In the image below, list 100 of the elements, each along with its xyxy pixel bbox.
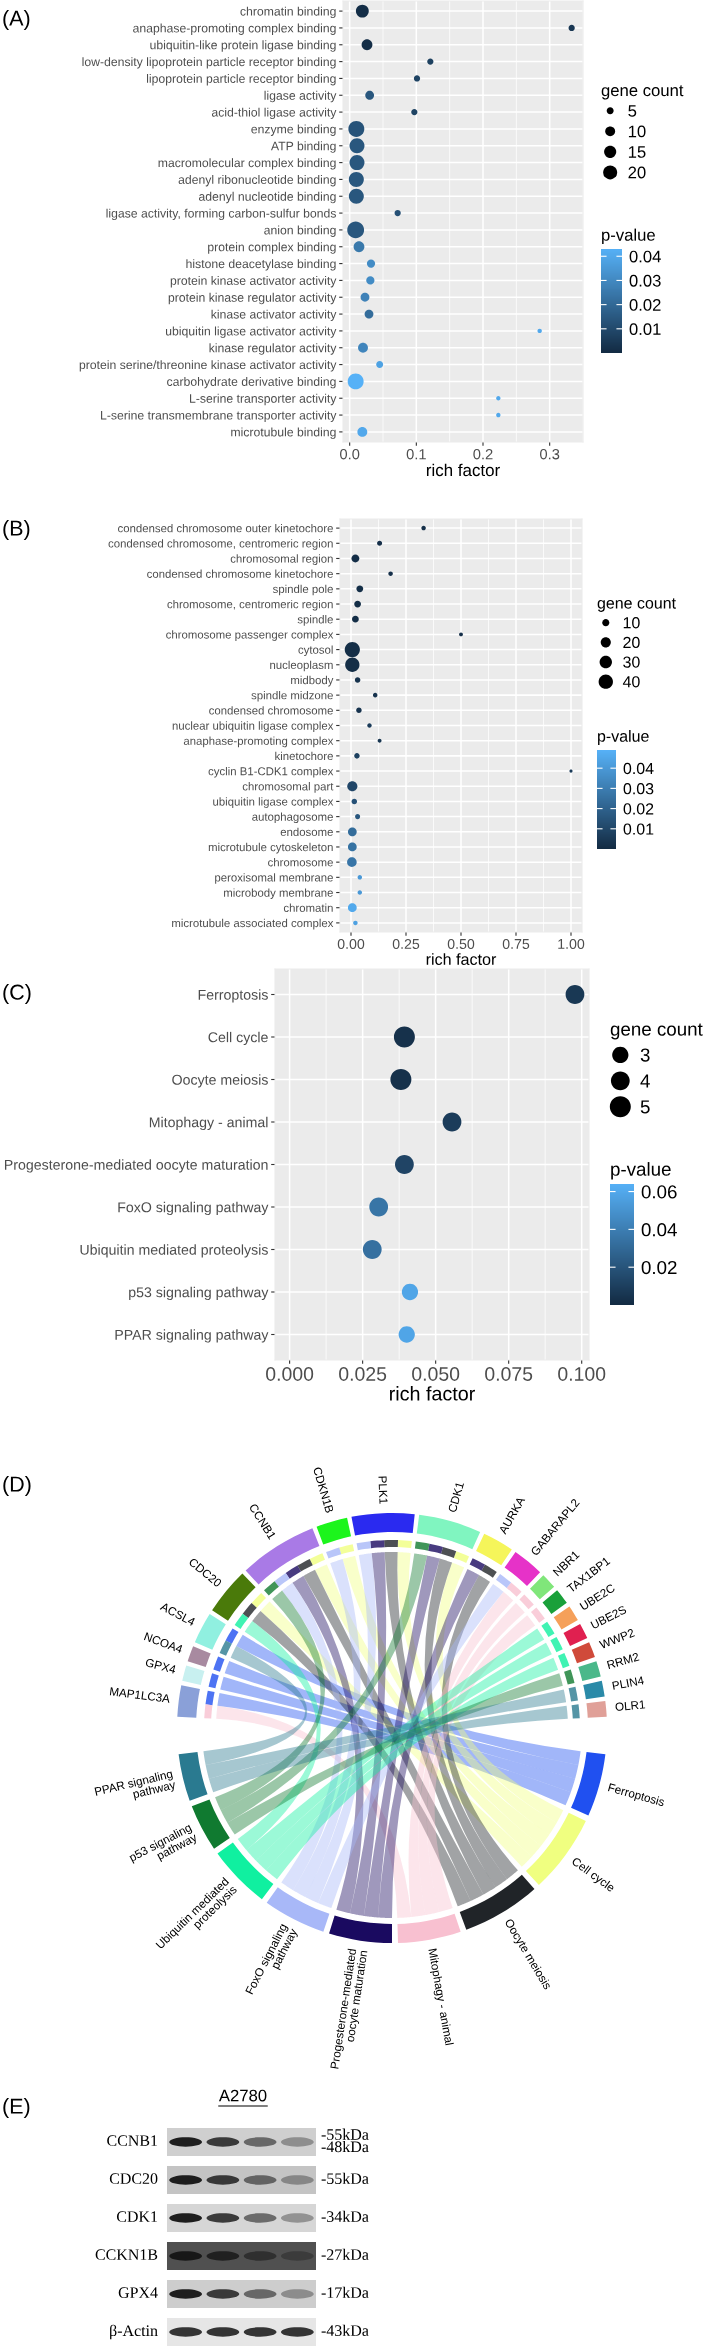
category-label: -55kDa -48kDa — [321, 2128, 369, 2153]
y-tick-label: microbody membrane — [224, 888, 333, 900]
y-tick-label: condensed chromosome — [209, 706, 333, 715]
legend-label: 15 — [628, 146, 646, 158]
category-label: CDK1 — [447, 1481, 465, 1513]
y-tick-label: enzyme binding — [251, 124, 336, 136]
color-bar-label: 0.01 — [623, 823, 654, 835]
legend-label: 5 — [640, 1100, 650, 1114]
text: (A) — [3, 9, 30, 31]
y-tick-label: PPAR signaling pathway — [115, 1329, 269, 1343]
y-tick-label: Ubiquitin mediated proteolysis — [80, 1244, 268, 1258]
legend-label: 20 — [623, 636, 640, 649]
category-label: -34kDa — [321, 2210, 369, 2222]
y-tick-label: Oocyte meiosis — [172, 1074, 268, 1088]
y-tick-label: ligase activity — [264, 90, 337, 103]
x-tick-label: 0.100 — [558, 1367, 606, 1381]
color-bar-label: 0.02 — [641, 1260, 677, 1275]
x-axis-title: rich factor — [426, 463, 500, 477]
x-tick-label: 0.25 — [392, 938, 420, 949]
x-tick-label: 0.0 — [340, 448, 360, 460]
x-tick-label: 0.050 — [412, 1367, 460, 1381]
text: (D) — [3, 1475, 31, 1497]
y-tick-label: nucleoplasm — [270, 660, 333, 672]
y-tick-label: L-serine transmembrane transporter activity — [101, 410, 337, 423]
text: (C) — [3, 983, 31, 1005]
x-tick-label: 1.00 — [558, 938, 585, 949]
y-tick-label: kinase activator activity — [211, 309, 337, 322]
y-tick-label: ubiquitin ligase complex — [213, 797, 334, 808]
y-tick-label: spindle — [297, 615, 333, 626]
y-tick-label: microtubule associated complex — [172, 918, 334, 930]
category-label: PLIN4 — [612, 1676, 645, 1690]
x-axis-title: rich factor — [426, 953, 497, 966]
y-tick-label: adenyl ribonucleotide binding — [178, 174, 336, 187]
category-label: CDK1 — [116, 2211, 158, 2222]
y-tick-label: lipoprotein particle receptor binding — [147, 74, 336, 86]
y-tick-label: anaphase-promoting complex — [183, 736, 334, 748]
y-tick-label: midbody — [291, 675, 334, 687]
color-bar-title: p-value — [611, 1162, 671, 1180]
color-bar-label: 0.01 — [629, 323, 661, 336]
category-label: Cell cycle — [569, 1856, 616, 1895]
category-label: β-Actin — [110, 2324, 158, 2340]
text: (E) — [3, 2097, 30, 2119]
legend-label: 10 — [628, 125, 646, 138]
x-tick-label: 0.3 — [540, 448, 560, 460]
category-label: -17kDa — [321, 2286, 369, 2298]
y-tick-label: Mitophagy - animal — [149, 1116, 268, 1131]
color-bar-label: 0.04 — [623, 762, 654, 775]
category-label: CDKN1B — [313, 1466, 334, 1514]
y-tick-label: chromosomal region — [230, 554, 333, 565]
y-tick-label: condensed chromosome outer kinetochore — [118, 523, 333, 533]
y-tick-label: autophagosome — [252, 812, 333, 824]
y-tick-label: Progesterone-mediated oocyte maturation — [4, 1159, 268, 1173]
x-axis-title: rich factor — [390, 1386, 475, 1401]
y-tick-label: anion binding — [264, 225, 336, 237]
y-tick-label: Cell cycle — [208, 1031, 268, 1046]
legend-title: gene count — [597, 598, 676, 612]
y-tick-label: chromatin binding — [240, 6, 336, 19]
y-tick-label: chromosome — [268, 858, 333, 867]
y-tick-label: protein serine/threonine kinase activator activity — [79, 360, 337, 372]
category-label: RRM2 — [606, 1652, 640, 1669]
x-tick-label: 0.000 — [266, 1367, 314, 1381]
x-tick-label: 0.75 — [502, 938, 530, 949]
legend-label: 4 — [640, 1074, 650, 1088]
y-tick-label: cyclin B1-CDK1 complex — [208, 766, 334, 778]
category-label: -27kDa — [321, 2248, 369, 2260]
y-tick-label: protein complex binding — [208, 242, 336, 254]
x-tick-label: 0.1 — [406, 448, 426, 460]
y-tick-label: low-density lipoprotein particle receptor binding — [82, 57, 336, 69]
category-label: Mitophagy - animal — [426, 1948, 454, 2046]
y-tick-label: Ferroptosis — [198, 989, 268, 1003]
y-tick-label: L-serine transporter activity — [190, 393, 337, 406]
y-tick-label: microtubule binding — [231, 427, 336, 439]
color-bar-label: 0.03 — [629, 274, 661, 287]
x-tick-label: 0.075 — [485, 1367, 533, 1381]
y-tick-label: endosome — [280, 827, 333, 837]
y-tick-label: macromolecular complex binding — [158, 158, 336, 170]
x-tick-label: 0.2 — [473, 448, 493, 460]
y-tick-label: anaphase-promoting complex binding — [133, 23, 336, 35]
legend-title: gene count — [601, 85, 684, 100]
color-bar-title: p-value — [602, 228, 655, 245]
y-tick-label: acid-thiol ligase activity — [211, 107, 337, 120]
y-tick-label: cytosol — [298, 645, 333, 657]
y-tick-label: chromatin — [283, 903, 333, 912]
y-tick-label: spindle pole — [272, 584, 333, 596]
y-tick-label: ATP binding — [270, 141, 336, 153]
legend-label: 10 — [623, 617, 640, 629]
y-tick-label: condensed chromosome, centromeric region — [108, 539, 333, 550]
category-label: -55kDa — [321, 2172, 369, 2184]
legend-label: 20 — [628, 166, 646, 179]
category-label: CCNB1 — [107, 2135, 158, 2146]
y-tick-label: microtubule cytoskeleton — [208, 842, 333, 854]
legend-label: 30 — [623, 656, 640, 668]
category-label: GPX4 — [118, 2287, 158, 2298]
category-label: CCKN1B — [95, 2249, 158, 2260]
color-bar-label: 0.06 — [641, 1185, 677, 1199]
y-tick-label: histone deacetylase binding — [186, 259, 336, 271]
color-bar-label: 0.04 — [629, 250, 661, 263]
category-label: WWP2 — [598, 1628, 635, 1649]
y-tick-label: chromosome, centromeric region — [167, 599, 333, 611]
y-tick-label: carbohydrate derivative binding — [167, 376, 336, 389]
